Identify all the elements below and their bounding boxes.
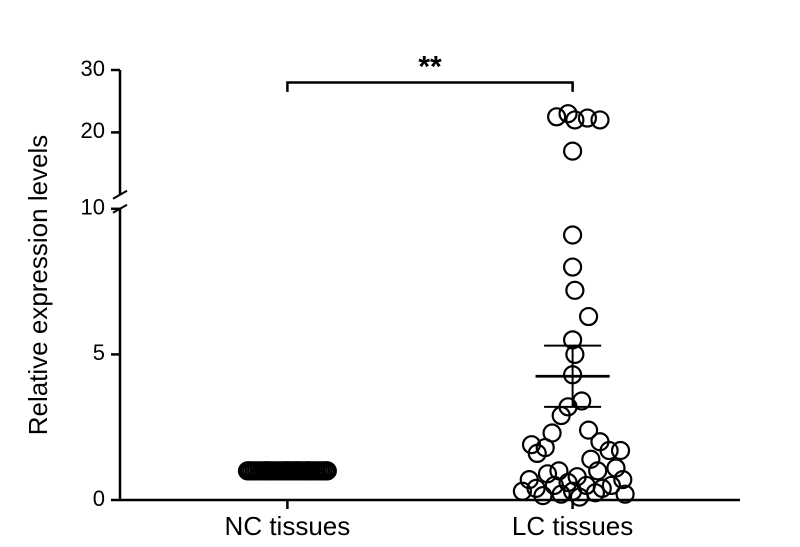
data-point	[564, 227, 581, 244]
y-axis-label: Relative expression levels	[23, 135, 53, 436]
data-point	[564, 259, 581, 276]
y-tick-label: 0	[93, 486, 105, 511]
significance-label: **	[418, 50, 442, 83]
data-point	[580, 308, 597, 325]
data-point	[612, 442, 629, 459]
data-point	[566, 282, 583, 299]
data-point	[591, 111, 608, 128]
x-tick-label: LC tissues	[512, 511, 633, 541]
data-point	[548, 108, 565, 125]
scatter-chart: 0 5 10 20 30 Relative expression levels NC tis…	[0, 0, 800, 547]
y-tick-label: 10	[81, 195, 105, 220]
y-tick-label: 20	[81, 118, 105, 143]
data-point	[534, 487, 551, 504]
data-point	[564, 143, 581, 160]
y-tick-label: 30	[81, 56, 105, 81]
significance-bracket	[287, 82, 572, 91]
chart-svg: 0 5 10 20 30 Relative expression levels NC tis…	[0, 0, 800, 547]
x-tick-label: NC tissues	[225, 511, 351, 541]
y-tick-label: 5	[93, 340, 105, 365]
